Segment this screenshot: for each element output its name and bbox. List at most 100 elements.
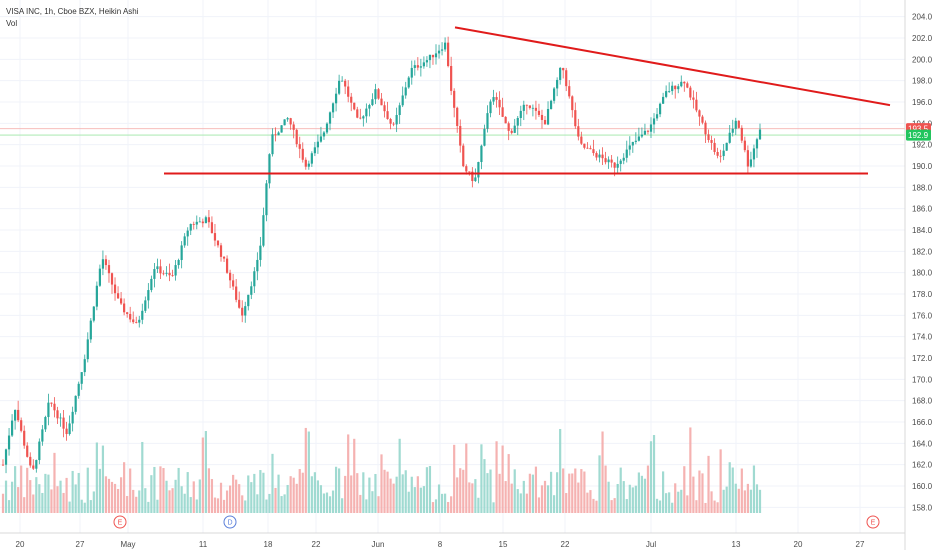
- candle-body: [135, 322, 138, 323]
- volume-bar: [322, 493, 326, 513]
- resistance-trendline[interactable]: [454, 26, 891, 107]
- volume-bar: [325, 492, 329, 513]
- candle-body: [292, 124, 295, 130]
- volume-bar: [413, 487, 416, 513]
- volume-bar: [389, 478, 392, 513]
- candle-body: [565, 70, 568, 87]
- volume-bar: [468, 482, 471, 513]
- volume-bars: [1, 427, 762, 513]
- volume-bar: [41, 492, 44, 513]
- volume-bar: [89, 500, 92, 513]
- volume-bar: [634, 485, 637, 513]
- candle-body: [177, 260, 180, 266]
- volume-bar: [704, 502, 707, 513]
- y-tick-label: 170.0: [912, 375, 932, 384]
- candle-body: [23, 430, 26, 446]
- candle-body: [749, 159, 753, 167]
- candle-body: [159, 266, 162, 274]
- volume-bar: [92, 491, 95, 513]
- candle-body: [525, 104, 528, 106]
- y-tick-label: 176.0: [912, 311, 932, 320]
- candle-body: [522, 104, 525, 111]
- volume-bar: [213, 497, 217, 513]
- volume-bar: [98, 468, 101, 513]
- volume-bar: [359, 494, 362, 513]
- volume-indicator-label[interactable]: Vol: [6, 19, 17, 28]
- candle-body: [513, 125, 516, 133]
- candle-body: [686, 83, 689, 88]
- candle-body: [704, 122, 707, 135]
- volume-bar: [749, 489, 753, 513]
- candle-body: [123, 303, 126, 313]
- candle-body: [519, 110, 522, 118]
- candle-body: [331, 103, 335, 113]
- event-marker[interactable]: D: [223, 515, 237, 529]
- volume-bar: [29, 480, 32, 513]
- volume-bar: [525, 493, 528, 513]
- candle-body: [731, 128, 734, 133]
- candle-body: [377, 89, 380, 99]
- x-tick-label: 20: [16, 540, 25, 549]
- volume-bar: [77, 472, 80, 513]
- candle-body: [556, 79, 559, 89]
- candle-body: [301, 148, 304, 160]
- volume-bar: [707, 455, 710, 513]
- candle-body: [174, 265, 177, 276]
- candle-body: [722, 150, 725, 157]
- volume-bar: [510, 483, 513, 513]
- candle-body: [171, 275, 174, 277]
- volume-bar: [328, 496, 332, 513]
- candle-body: [440, 49, 444, 51]
- y-tick-label: 204.0: [912, 13, 932, 22]
- candle-body: [92, 306, 95, 321]
- volume-bar: [86, 467, 89, 513]
- candle-body: [298, 144, 301, 149]
- time-axis[interactable]: 20 27 May 11 18 22 Jun 8 15 22 Jul 13 20 27: [16, 540, 865, 549]
- candle-body: [89, 320, 92, 340]
- candle-body: [683, 81, 686, 84]
- event-marker[interactable]: E: [866, 515, 880, 529]
- event-marker[interactable]: E: [113, 515, 127, 529]
- candle-body: [604, 158, 607, 163]
- volume-bar: [543, 480, 547, 513]
- candle-body: [401, 95, 404, 106]
- symbol-title[interactable]: VISA INC, 1h, Cboe BZX, Heikin Ashi: [6, 7, 139, 16]
- candle-body: [453, 90, 456, 108]
- x-tick-label: 20: [794, 540, 803, 549]
- candle-body: [20, 420, 23, 431]
- candle-body: [740, 127, 743, 141]
- price-axis[interactable]: 158.0 160.0 162.0 164.0 166.0 168.0 170.0 172.0…: [912, 13, 932, 513]
- candle-body: [238, 299, 241, 308]
- candle-body: [665, 91, 668, 97]
- candle-body: [14, 409, 17, 421]
- volume-bar: [465, 443, 468, 513]
- volume-bar: [489, 469, 492, 513]
- volume-bar: [210, 479, 214, 513]
- candle-body: [689, 87, 692, 98]
- candle-body: [610, 159, 613, 163]
- candle-body: [468, 171, 471, 173]
- volume-bar: [519, 493, 522, 513]
- candle-body: [44, 417, 47, 430]
- volume-bar: [625, 499, 628, 513]
- volume-bar: [383, 469, 386, 513]
- candle-body: [668, 91, 671, 92]
- volume-bar: [207, 468, 211, 513]
- candles: [1, 36, 762, 474]
- candle-body: [549, 100, 553, 109]
- candle-body: [38, 441, 41, 461]
- x-tick-label: 11: [199, 540, 208, 549]
- volume-bar: [552, 495, 556, 513]
- candle-body: [643, 130, 647, 135]
- volume-bar: [658, 500, 662, 513]
- volume-bar: [722, 489, 725, 513]
- x-tick-label: 22: [312, 540, 321, 549]
- volume-bar: [331, 490, 335, 513]
- volume-bar: [416, 476, 419, 513]
- candle-body: [186, 230, 189, 237]
- candle-body: [501, 107, 504, 117]
- candle-body: [116, 293, 120, 299]
